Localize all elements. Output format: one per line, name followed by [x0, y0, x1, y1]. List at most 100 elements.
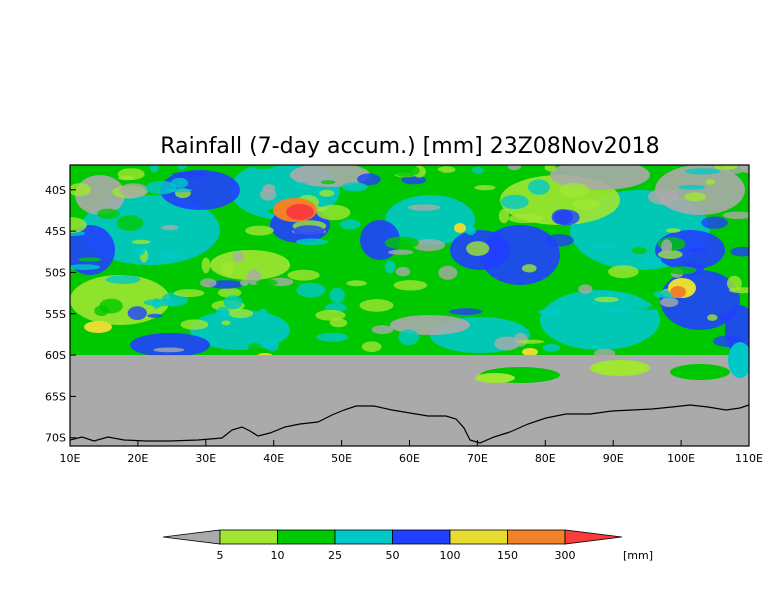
- rain-speckle: [722, 211, 749, 219]
- colorbar-level-label: 50: [386, 549, 400, 562]
- colorbar-unit-label: [mm]: [623, 549, 653, 562]
- rain-speckle: [371, 325, 394, 335]
- lat-tick-label: 55S: [45, 308, 66, 321]
- rain-speckle: [507, 165, 521, 171]
- rain-patch-south: [670, 364, 730, 380]
- colorbar-segment: [219, 529, 278, 545]
- heavy-rain-core: [454, 223, 466, 233]
- lon-tick-label: 40E: [263, 452, 284, 465]
- rain-speckle: [150, 165, 159, 173]
- rain-speckle: [624, 304, 650, 310]
- map-plot-area: [70, 165, 749, 446]
- rain-speckle: [153, 347, 185, 353]
- rain-speckle: [208, 280, 244, 289]
- rain-speckle: [438, 265, 458, 280]
- rain-speckle: [498, 208, 510, 224]
- rain-patch: [385, 195, 475, 245]
- rain-speckle: [147, 313, 163, 318]
- rain-speckle: [685, 168, 721, 175]
- rain-speckle: [465, 225, 477, 236]
- rain-speckle: [707, 314, 718, 321]
- rain-speckle: [239, 279, 249, 287]
- colorbar-upper-triangle: [564, 529, 623, 545]
- rain-speckle: [361, 341, 382, 353]
- rain-speckle: [200, 278, 217, 288]
- rain-speckle: [515, 339, 545, 344]
- rain-speckle: [466, 241, 490, 256]
- rain-speckle: [474, 185, 496, 191]
- rain-speckle: [173, 289, 205, 298]
- rain-speckle: [339, 219, 361, 230]
- rain-speckle: [393, 280, 428, 291]
- rain-speckle: [341, 182, 368, 192]
- rain-speckle: [231, 239, 249, 244]
- rain-patch: [360, 220, 400, 260]
- heavy-rain-core: [84, 321, 112, 333]
- rain-patch: [370, 280, 470, 320]
- rain-speckle: [687, 248, 708, 253]
- rain-patch: [655, 165, 745, 215]
- rain-speckle: [430, 170, 444, 180]
- rain-speckle: [329, 287, 345, 304]
- rain-patch: [70, 225, 115, 275]
- rain-speckle: [70, 264, 101, 270]
- rain-speckle: [201, 257, 211, 274]
- rain-speckle: [221, 320, 231, 326]
- chart-title: Rainfall (7-day accum.) [mm] 23Z08Nov201…: [160, 134, 659, 159]
- rain-patch: [130, 333, 210, 357]
- latitude-axis: 40S 45S 50S 55S 60S 65S 70S: [45, 184, 76, 445]
- rain-speckle: [118, 175, 135, 181]
- rain-speckle: [316, 204, 351, 221]
- colorbar-level-label: 25: [328, 549, 342, 562]
- rain-speckle: [105, 275, 141, 284]
- rain-speckle: [295, 238, 329, 246]
- rain-speckle: [346, 280, 367, 287]
- rain-speckle: [70, 183, 91, 197]
- rain-speckle: [701, 216, 728, 229]
- rain-speckle: [119, 183, 149, 198]
- colorbar-segment: [449, 529, 508, 545]
- rain-patch: [290, 165, 370, 187]
- rain-speckle: [542, 343, 561, 352]
- colorbar-segment: [392, 529, 451, 545]
- lat-tick-label: 50S: [45, 266, 66, 279]
- rain-speckle: [78, 257, 102, 262]
- rain-speckle: [500, 194, 529, 210]
- rain-speckle: [437, 166, 456, 173]
- lon-tick-label: 50E: [331, 452, 352, 465]
- rainfall-field: [70, 165, 749, 446]
- rain-speckle: [215, 306, 230, 320]
- rain-speckle: [70, 217, 87, 233]
- colorbar-level-label: 150: [497, 549, 518, 562]
- rain-speckle: [392, 165, 420, 177]
- rain-speckle: [217, 287, 242, 298]
- lon-tick-label: 100E: [667, 452, 695, 465]
- colorbar-lower-triangle: [162, 529, 221, 545]
- rain-patch-south: [590, 360, 650, 376]
- rain-speckle: [258, 308, 269, 319]
- rain-patch: [540, 290, 660, 350]
- rain-speckle: [641, 255, 662, 267]
- rain-speckle: [315, 309, 346, 321]
- rain-speckle: [714, 165, 738, 170]
- rain-speckle: [449, 308, 483, 315]
- heavy-rain-core: [522, 348, 538, 356]
- colorbar-level-label: 100: [440, 549, 461, 562]
- rain-speckle: [165, 188, 193, 193]
- rain-speckle: [661, 239, 673, 255]
- rain-speckle: [145, 180, 177, 195]
- rain-speckle: [578, 284, 593, 294]
- lon-tick-label: 60E: [399, 452, 420, 465]
- colorbar-level-label: 300: [555, 549, 576, 562]
- lat-tick-label: 60S: [45, 349, 66, 362]
- colorbar-segment: [277, 529, 336, 545]
- rain-speckle: [180, 319, 209, 330]
- rain-speckle: [594, 296, 619, 303]
- rain-speckle: [127, 306, 147, 320]
- lon-tick-label: 70E: [467, 452, 488, 465]
- lat-tick-label: 70S: [45, 432, 66, 445]
- rain-speckle: [631, 247, 647, 255]
- rain-speckle: [232, 250, 245, 263]
- rain-speckle: [395, 266, 411, 277]
